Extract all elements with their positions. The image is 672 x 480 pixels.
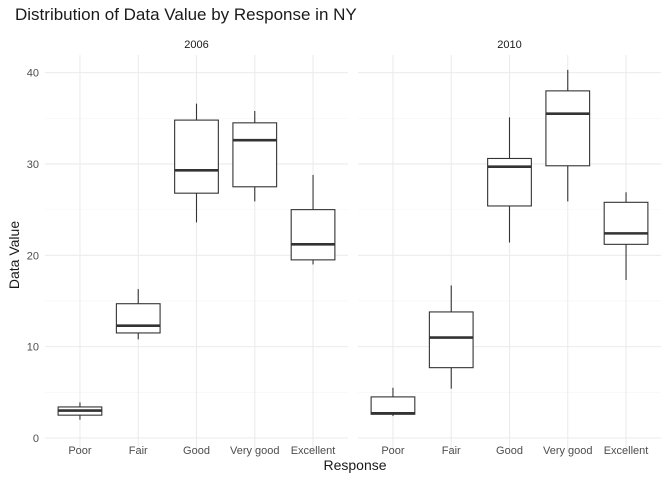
y-tick-label: 40 bbox=[27, 68, 39, 80]
y-axis-title: Data Value bbox=[6, 221, 22, 289]
facet-panels: 2006 0 10 20 30 40 Poor Fair Good Very good Excell… bbox=[27, 39, 661, 457]
y-tick-label: 10 bbox=[27, 342, 39, 354]
x-tick-label: Poor bbox=[68, 445, 92, 457]
x-tick-label: Excellent bbox=[291, 445, 336, 457]
y-tick-label: 20 bbox=[27, 250, 39, 262]
x-tick-label: Excellent bbox=[604, 445, 649, 457]
x-tick-label: Good bbox=[496, 445, 523, 457]
y-tick-label: 0 bbox=[33, 433, 39, 445]
box-2010-excellent bbox=[603, 201, 649, 245]
box-2006-fair bbox=[115, 303, 161, 334]
x-tick-label: Fair bbox=[129, 445, 148, 457]
box-2006-very-good bbox=[232, 122, 278, 188]
box-2006-excellent bbox=[290, 209, 336, 261]
box-2010-fair bbox=[428, 311, 474, 369]
box-2006-good bbox=[174, 119, 219, 194]
box-2010-very-good bbox=[545, 90, 591, 167]
box-2010-poor bbox=[370, 396, 416, 415]
y-tick-label: 30 bbox=[27, 159, 39, 171]
x-tick-label: Poor bbox=[381, 445, 405, 457]
chart-title: Distribution of Data Value by Response i… bbox=[15, 5, 357, 24]
x-tick-label: Very good bbox=[230, 445, 280, 457]
facet-label-2010: 2010 bbox=[497, 39, 521, 51]
x-axis-title: Response bbox=[323, 457, 386, 473]
facet-label-2006: 2006 bbox=[184, 39, 208, 51]
x-tick-label: Fair bbox=[442, 445, 461, 457]
x-tick-label: Very good bbox=[543, 445, 593, 457]
x-tick-label: Good bbox=[183, 445, 210, 457]
